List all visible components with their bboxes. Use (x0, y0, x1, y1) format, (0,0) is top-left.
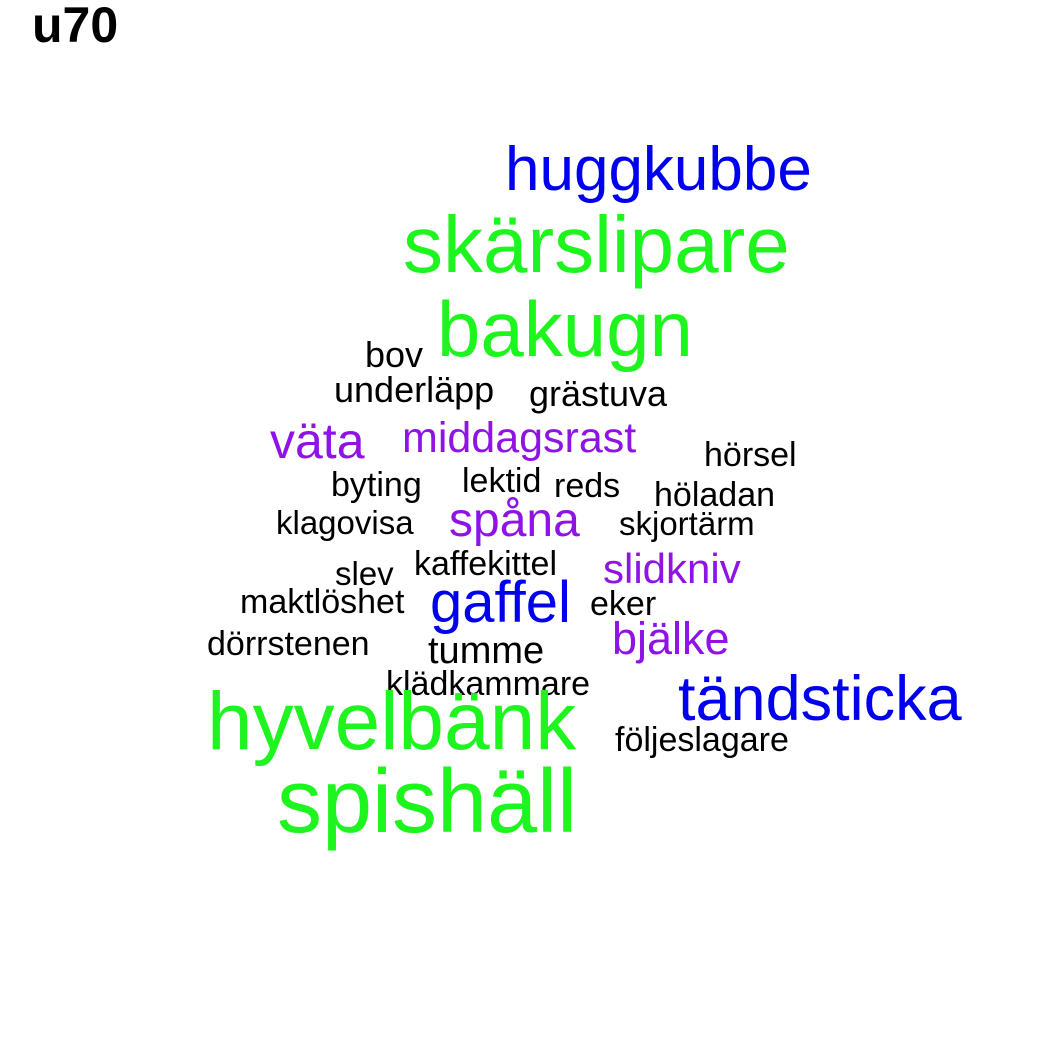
word-spana: spåna (449, 494, 580, 547)
word-foljeslagare: följeslagare (615, 721, 789, 759)
word-hyvelbank: hyvelbänk (207, 676, 577, 767)
word-maktloshet: maktlöshet (240, 583, 405, 621)
word-skarslipare: skärslipare (403, 200, 790, 289)
word-underlapp: underläpp (334, 369, 495, 410)
word-slev: slev (335, 555, 394, 592)
word-bjalke: bjälke (612, 613, 730, 664)
word-klagovisa: klagovisa (276, 504, 414, 541)
word-tumme: tumme (428, 630, 545, 672)
word-bov: bov (365, 334, 424, 375)
word-holadan: höladan (654, 476, 776, 514)
word-reds: reds (554, 467, 621, 505)
word-kaffekittel: kaffekittel (414, 545, 558, 583)
word-huggkubbe: huggkubbe (505, 135, 812, 204)
word-vata: väta (270, 413, 365, 469)
word-middagsrast: middagsrast (402, 414, 637, 462)
word-skjortarm: skjortärm (619, 505, 755, 542)
word-horsel: hörsel (704, 436, 797, 474)
word-byting: byting (331, 466, 422, 504)
word-kladkammare: klädkammare (386, 665, 591, 703)
word-eker: eker (590, 585, 657, 623)
word-bakugn: bakugn (437, 285, 693, 373)
word-slidkniv: slidkniv (603, 545, 741, 592)
word-tandsticka: tändsticka (678, 664, 962, 734)
page-title: u70 (32, 0, 119, 53)
word-spishall: spishäll (277, 752, 578, 852)
word-dorrstenen: dörrstenen (207, 625, 370, 663)
word-lektid: lektid (462, 462, 542, 500)
word-gaffel: gaffel (430, 570, 571, 635)
word-grastuva: grästuva (529, 373, 668, 414)
